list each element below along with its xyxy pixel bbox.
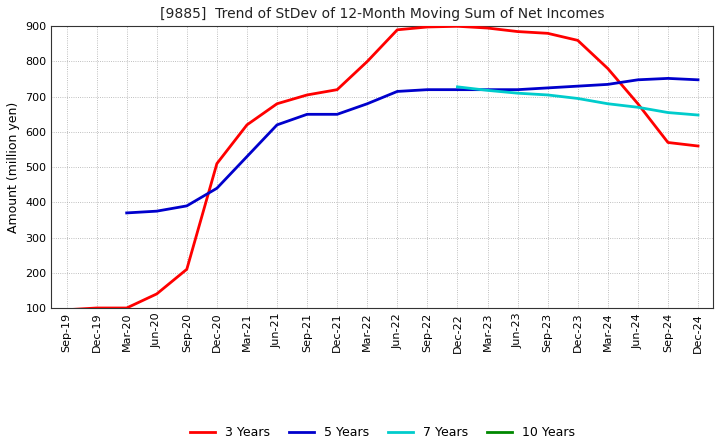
- 3 Years: [212, 161, 221, 166]
- 7 Years: [513, 91, 522, 96]
- 3 Years: [603, 66, 612, 71]
- 5 Years: [212, 186, 221, 191]
- 7 Years: [453, 84, 462, 89]
- 7 Years: [664, 110, 672, 115]
- 3 Years: [333, 87, 341, 92]
- 5 Years: [303, 112, 312, 117]
- 5 Years: [363, 101, 372, 106]
- 3 Years: [483, 26, 492, 31]
- 3 Years: [573, 38, 582, 43]
- 7 Years: [603, 101, 612, 106]
- 3 Years: [693, 143, 702, 149]
- 7 Years: [693, 112, 702, 117]
- 5 Years: [243, 154, 251, 159]
- Line: 5 Years: 5 Years: [127, 78, 698, 213]
- Line: 7 Years: 7 Years: [457, 87, 698, 115]
- 3 Years: [92, 305, 101, 311]
- 5 Years: [664, 76, 672, 81]
- 5 Years: [453, 87, 462, 92]
- 5 Years: [573, 84, 582, 89]
- 5 Years: [544, 85, 552, 91]
- 3 Years: [423, 24, 432, 29]
- 5 Years: [122, 210, 131, 216]
- 5 Years: [333, 112, 341, 117]
- Legend: 3 Years, 5 Years, 7 Years, 10 Years: 3 Years, 5 Years, 7 Years, 10 Years: [185, 422, 580, 440]
- 7 Years: [483, 88, 492, 93]
- 5 Years: [423, 87, 432, 92]
- 3 Years: [634, 101, 642, 106]
- 3 Years: [393, 27, 402, 33]
- 3 Years: [544, 31, 552, 36]
- 3 Years: [153, 291, 161, 297]
- 7 Years: [573, 96, 582, 101]
- 7 Years: [544, 92, 552, 98]
- 3 Years: [122, 305, 131, 311]
- Line: 3 Years: 3 Years: [66, 26, 698, 310]
- Y-axis label: Amount (million yen): Amount (million yen): [7, 102, 20, 233]
- 5 Years: [182, 203, 191, 209]
- 3 Years: [453, 24, 462, 29]
- 3 Years: [303, 92, 312, 98]
- 5 Years: [513, 87, 522, 92]
- 5 Years: [153, 209, 161, 214]
- 5 Years: [693, 77, 702, 82]
- 5 Years: [634, 77, 642, 82]
- 3 Years: [273, 101, 282, 106]
- 3 Years: [363, 59, 372, 64]
- 7 Years: [634, 105, 642, 110]
- 3 Years: [664, 140, 672, 145]
- 5 Years: [393, 89, 402, 94]
- 3 Years: [182, 267, 191, 272]
- 5 Years: [603, 82, 612, 87]
- 3 Years: [513, 29, 522, 34]
- 5 Years: [273, 122, 282, 128]
- 3 Years: [62, 307, 71, 312]
- 5 Years: [483, 87, 492, 92]
- Title: [9885]  Trend of StDev of 12-Month Moving Sum of Net Incomes: [9885] Trend of StDev of 12-Month Moving…: [160, 7, 605, 21]
- 3 Years: [243, 122, 251, 128]
